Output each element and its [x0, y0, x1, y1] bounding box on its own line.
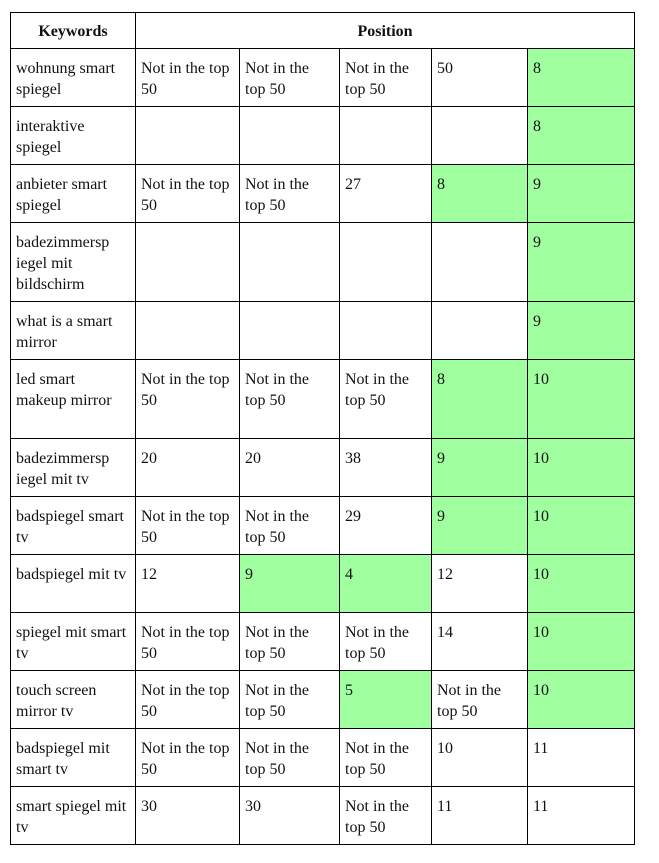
position-cell: 10 [526, 359, 636, 439]
position-cell: Not in the top 50 [239, 612, 340, 671]
table-row: badspiegel smart tv Not in the top 50 Not … [10, 496, 636, 555]
position-cell: 9 [239, 554, 340, 613]
position-cell [135, 222, 240, 302]
position-cell: 9 [526, 301, 636, 360]
keyword-cell: wohnung smart spiegel [10, 48, 136, 107]
position-cell [339, 222, 432, 302]
table-row: smart spiegel mit tv 30 30 Not in the top 5… [10, 786, 636, 845]
position-cell [339, 106, 432, 165]
position-cell: 10 [526, 496, 636, 555]
table-row: touch screen mirror tv Not in the top 50 N… [10, 670, 636, 729]
position-cell: 12 [431, 554, 528, 613]
position-cell [239, 301, 340, 360]
position-cell: Not in the top 50 [239, 728, 340, 787]
position-cell: 10 [431, 728, 528, 787]
table-row: anbieter smart spiegel Not in the top 50 N… [10, 164, 636, 223]
position-cell: Not in the top 50 [135, 359, 240, 439]
position-cell [239, 106, 340, 165]
position-cell: 4 [339, 554, 432, 613]
position-cell: 8 [526, 106, 636, 165]
position-cell: 20 [239, 438, 340, 497]
position-cell: 11 [431, 786, 528, 845]
keyword-cell: badspiegel smart tv [10, 496, 136, 555]
position-cell [431, 301, 528, 360]
position-cell: Not in the top 50 [339, 359, 432, 439]
keyword-cell: badezimmersp iegel mit bildschirm [10, 222, 136, 302]
position-cell: 8 [526, 48, 636, 107]
table-row: badezimmersp iegel mit bildschirm 9 [10, 222, 636, 302]
table-row: badspiegel mit tv 12 9 4 12 10 [10, 554, 636, 613]
position-cell: 30 [239, 786, 340, 845]
position-cell: 10 [526, 612, 636, 671]
position-cell: Not in the top 50 [239, 48, 340, 107]
keyword-cell: led smart makeup mirror [10, 359, 136, 439]
position-cell: Not in the top 50 [135, 728, 240, 787]
position-cell: Not in the top 50 [239, 670, 340, 729]
keyword-position-table: Keywords Position wohnung smart spiegel N… [10, 12, 636, 845]
position-cell: 8 [431, 359, 528, 439]
position-cell [339, 301, 432, 360]
keyword-cell: anbieter smart spiegel [10, 164, 136, 223]
position-cell: 11 [526, 728, 636, 787]
position-cell: Not in the top 50 [135, 670, 240, 729]
keyword-cell: interaktive spiegel [10, 106, 136, 165]
position-cell: Not in the top 50 [431, 670, 528, 729]
position-cell: 20 [135, 438, 240, 497]
table-row: led smart makeup mirror Not in the top 50… [10, 359, 636, 439]
keyword-cell: smart spiegel mit tv [10, 786, 136, 845]
keyword-cell: spiegel mit smart tv [10, 612, 136, 671]
position-cell [431, 106, 528, 165]
position-cell: 11 [526, 786, 636, 845]
position-cell: 50 [431, 48, 528, 107]
position-cell: 30 [135, 786, 240, 845]
position-cell: Not in the top 50 [135, 48, 240, 107]
keyword-cell: badspiegel mit tv [10, 554, 136, 613]
position-cell [431, 222, 528, 302]
position-cell: 27 [339, 164, 432, 223]
position-cell: Not in the top 50 [339, 786, 432, 845]
header-keywords: Keywords [10, 12, 136, 49]
position-cell: Not in the top 50 [135, 496, 240, 555]
position-cell: 8 [431, 164, 528, 223]
table-row: wohnung smart spiegel Not in the top 50 No… [10, 48, 636, 107]
position-cell: Not in the top 50 [135, 164, 240, 223]
position-cell: 29 [339, 496, 432, 555]
table-row: interaktive spiegel 8 [10, 106, 636, 165]
position-cell: Not in the top 50 [339, 612, 432, 671]
position-cell: Not in the top 50 [339, 728, 432, 787]
position-cell: Not in the top 50 [239, 496, 340, 555]
position-cell: Not in the top 50 [239, 164, 340, 223]
position-cell: 12 [135, 554, 240, 613]
table-row: what is a smart mirror 9 [10, 301, 636, 360]
position-cell [239, 222, 340, 302]
position-cell: 9 [526, 222, 636, 302]
header-position: Position [134, 12, 636, 49]
position-cell: 5 [339, 670, 432, 729]
position-cell: 9 [526, 164, 636, 223]
position-cell: 10 [526, 670, 636, 729]
position-cell: 38 [339, 438, 432, 497]
header-row: Keywords Position [10, 12, 636, 49]
keyword-cell: badezimmersp iegel mit tv [10, 438, 136, 497]
position-cell: Not in the top 50 [339, 48, 432, 107]
table-row: badspiegel mit smart tv Not in the top 50… [10, 728, 636, 787]
position-cell: Not in the top 50 [135, 612, 240, 671]
position-cell: 10 [526, 554, 636, 613]
keyword-cell: touch screen mirror tv [10, 670, 136, 729]
position-cell [135, 106, 240, 165]
position-cell: Not in the top 50 [239, 359, 340, 439]
table-row: spiegel mit smart tv Not in the top 50 Not… [10, 612, 636, 671]
position-cell [135, 301, 240, 360]
position-cell: 10 [526, 438, 636, 497]
keyword-cell: badspiegel mit smart tv [10, 728, 136, 787]
keyword-cell: what is a smart mirror [10, 301, 136, 360]
position-cell: 9 [431, 496, 528, 555]
position-cell: 14 [431, 612, 528, 671]
table-row: badezimmersp iegel mit tv 20 20 38 9 10 [10, 438, 636, 497]
position-cell: 9 [431, 438, 528, 497]
